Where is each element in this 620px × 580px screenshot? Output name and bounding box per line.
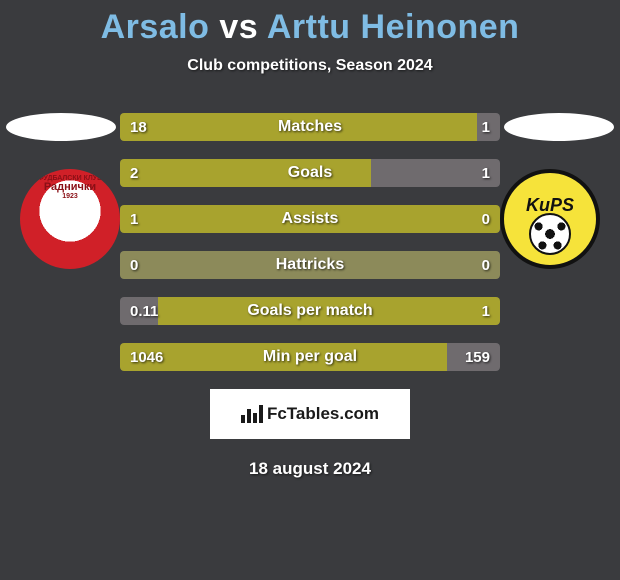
stat-row: Goals21	[120, 159, 500, 187]
brand-badge[interactable]: FcTables.com	[210, 389, 410, 439]
bar-chart-icon	[241, 405, 263, 423]
team-logo-right: KuPS	[500, 169, 600, 269]
stat-row: Assists10	[120, 205, 500, 233]
bar-segment-right	[371, 159, 500, 187]
stat-row: Matches181	[120, 113, 500, 141]
decorative-ellipse-right	[504, 113, 614, 141]
bar-segment-left	[120, 113, 477, 141]
bar-segment-right	[310, 251, 500, 279]
bar-segment-left	[120, 343, 447, 371]
stat-row: Goals per match0.111	[120, 297, 500, 325]
comparison-panel: ФУДБАЛСКИ КЛУБ Раднички 1923 KuPS Matche…	[0, 113, 620, 479]
bar-segment-left	[120, 297, 158, 325]
bar-segment-right	[447, 343, 500, 371]
bar-segment-left	[120, 159, 371, 187]
player2-name: Arttu Heinonen	[267, 8, 520, 46]
date-label: 18 august 2024	[0, 459, 620, 479]
page-title: Arsalo vs Arttu Heinonen	[0, 0, 620, 47]
decorative-ellipse-left	[6, 113, 116, 141]
player1-name: Arsalo	[101, 8, 210, 46]
stat-row: Min per goal1046159	[120, 343, 500, 371]
bar-segment-left	[120, 251, 310, 279]
stat-bars: Matches181 Goals21 Assists10 Hattricks00 Goa…	[120, 113, 500, 371]
bar-segment-left	[120, 205, 500, 233]
bar-segment-right	[477, 113, 500, 141]
team-logo-left: ФУДБАЛСКИ КЛУБ Раднички 1923	[20, 169, 120, 269]
brand-logo: FcTables.com	[241, 404, 379, 424]
team-left-text: ФУДБАЛСКИ КЛУБ Раднички 1923	[38, 175, 102, 200]
soccer-ball-icon	[529, 213, 571, 255]
bar-segment-right	[158, 297, 500, 325]
brand-text: FcTables.com	[267, 404, 379, 424]
vs-label: vs	[219, 8, 258, 46]
stat-row: Hattricks00	[120, 251, 500, 279]
subtitle: Club competitions, Season 2024	[0, 57, 620, 75]
